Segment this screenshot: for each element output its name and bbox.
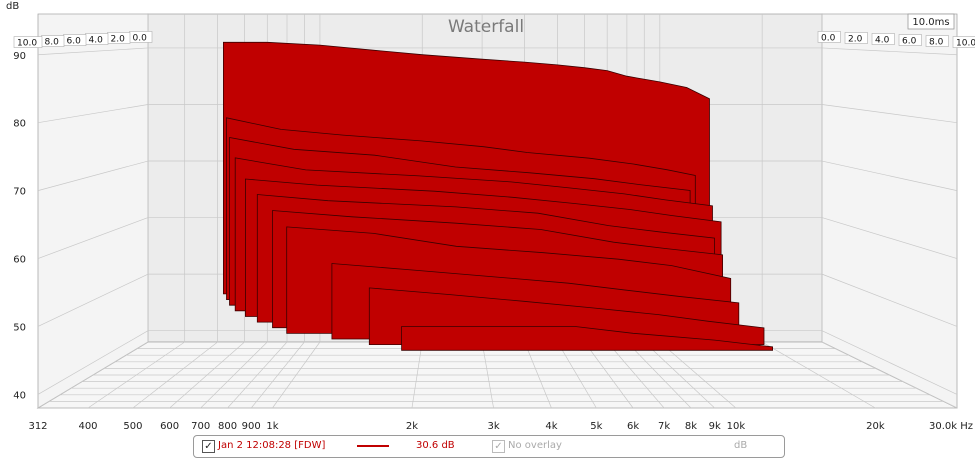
svg-text:10.0: 10.0 [956, 39, 975, 49]
time-box: 10.0ms [907, 13, 955, 30]
svg-text:8.0: 8.0 [929, 38, 944, 48]
time-label-left: 10.0 [13, 36, 43, 49]
time-label-left: 0.0 [129, 31, 153, 43]
y-tick-label: 70 [13, 187, 26, 198]
y-tick-label: 80 [13, 119, 26, 130]
legend-bar: ✓ Jan 2 12:08:28 [FDW] 30.6 dB ✓ No over… [193, 435, 785, 458]
svg-text:6.0: 6.0 [902, 37, 917, 47]
x-tick-label: 4k [545, 421, 557, 432]
x-tick-label: 900 [242, 421, 261, 432]
y-tick-label: 90 [13, 51, 26, 62]
measurement-value: 30.6 dB [416, 440, 455, 451]
x-tick-label: 7k [658, 421, 670, 432]
y-tick-label: 40 [13, 390, 26, 401]
time-label-right: 8.0 [925, 35, 949, 48]
time-label-right: 0.0 [817, 31, 841, 43]
time-labels-left: 0.0 2.0 4.0 6.0 8.0 10.0 [13, 31, 153, 49]
svg-text:0.0: 0.0 [821, 33, 836, 43]
y-tick-label: 60 [13, 255, 26, 266]
x-tick-label: 600 [160, 421, 179, 432]
waterfall-chart: 312 400 500 600 700 800 900 1k 2k 3k 4k 5k 6k 7k 8k 9k 1… [6, 1, 975, 432]
overlay-label: No overlay [508, 440, 562, 451]
time-label-right: 10.0 [952, 36, 975, 49]
x-tick-label: 9k [709, 421, 721, 432]
y-axis-label: dB [6, 1, 19, 12]
x-tick-label: 1k [266, 421, 278, 432]
waterfall-slice [401, 326, 773, 351]
svg-text:0.0: 0.0 [133, 33, 148, 43]
overlay-unit: dB [734, 440, 748, 451]
x-tick-label: 700 [191, 421, 210, 432]
time-label-right: 6.0 [898, 34, 922, 47]
svg-text:2.0: 2.0 [111, 34, 126, 44]
x-tick-label: 800 [218, 421, 237, 432]
x-tick-label: 10k [727, 421, 746, 432]
time-labels-right: 0.0 2.0 4.0 6.0 8.0 10.0 [817, 31, 975, 49]
svg-text:6.0: 6.0 [67, 37, 82, 47]
time-label-right: 4.0 [871, 33, 895, 45]
series-color-swatch [357, 445, 389, 447]
svg-text:4.0: 4.0 [875, 35, 890, 45]
x-tick-label: 400 [78, 421, 97, 432]
time-label-left: 4.0 [85, 33, 109, 45]
time-label-right: 2.0 [844, 32, 868, 44]
y-axis-ticks: 90 80 70 60 50 40 [13, 51, 26, 402]
time-box-label: 10.0ms [912, 17, 949, 28]
svg-text:10.0: 10.0 [17, 39, 37, 49]
svg-text:8.0: 8.0 [45, 38, 60, 48]
measurement-checkbox[interactable]: ✓ [202, 440, 215, 453]
x-tick-label: 500 [123, 421, 142, 432]
svg-text:4.0: 4.0 [89, 35, 104, 45]
overlay-checkbox[interactable]: ✓ [492, 440, 505, 453]
x-tick-label: 3k [487, 421, 499, 432]
time-label-left: 6.0 [63, 34, 87, 47]
x-tick-label: 5k [590, 421, 602, 432]
time-label-left: 2.0 [107, 32, 131, 44]
y-tick-label: 50 [13, 322, 26, 333]
x-tick-label: 30.0k Hz [929, 421, 973, 432]
x-axis-ticks: 312 400 500 600 700 800 900 1k 2k 3k 4k 5k 6k 7k 8k 9k 1… [28, 421, 973, 432]
measurement-name: Jan 2 12:08:28 [FDW] [218, 440, 326, 451]
x-tick-label: 8k [685, 421, 697, 432]
x-tick-label: 6k [627, 421, 639, 432]
x-tick-label: 2k [406, 421, 418, 432]
x-tick-label: 312 [28, 421, 47, 432]
time-label-left: 8.0 [41, 35, 65, 48]
chart-title: Waterfall [448, 17, 524, 37]
svg-text:2.0: 2.0 [848, 34, 863, 44]
x-tick-label: 20k [866, 421, 885, 432]
waterfall-slices [223, 41, 773, 351]
